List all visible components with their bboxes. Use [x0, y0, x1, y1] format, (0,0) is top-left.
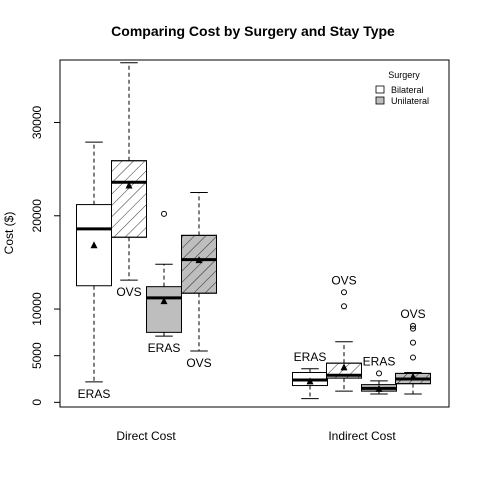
box-label: OVS [116, 285, 141, 299]
outlier-point [341, 303, 347, 310]
outlier-point [161, 210, 167, 217]
outlier-point [410, 339, 416, 346]
mean-marker [409, 372, 417, 380]
legend-title: Surgery [388, 70, 420, 80]
box-body [76, 204, 112, 287]
outlier-point [410, 322, 416, 329]
outlier-point [410, 325, 416, 332]
y-tick-label: 10000 [30, 292, 44, 326]
box-label: OVS [331, 273, 356, 287]
mean-marker [125, 181, 133, 189]
mean-marker [340, 363, 348, 371]
y-axis-label: Cost ($) [2, 212, 16, 255]
box-label: ERAS [78, 387, 111, 401]
box-unilateral-eras-indirect: ERAS [361, 354, 397, 395]
boxes: ERAS OVS ERAS OVS ERAS OVS ERAS OVS [76, 62, 431, 401]
y-axis: 0 5000 10000 20000 30000 [30, 105, 61, 406]
outlier-point [376, 370, 382, 377]
y-tick-label: 30000 [30, 105, 44, 139]
legend-label-unilateral: Unilateral [391, 96, 429, 106]
legend-swatch-bilateral [375, 85, 385, 94]
y-tick-label: 20000 [30, 199, 44, 233]
legend-label-bilateral: Bilateral [391, 85, 424, 95]
box-label: OVS [400, 307, 425, 321]
box-bilateral-ovs-direct: OVS [111, 62, 147, 299]
y-tick-label: 0 [30, 399, 44, 406]
box-bilateral-eras-direct: ERAS [76, 141, 112, 401]
outlier-point [410, 354, 416, 361]
box-bilateral-eras-indirect: ERAS [292, 350, 328, 400]
box-bilateral-ovs-indirect: OVS [326, 273, 362, 392]
box-label: ERAS [363, 354, 396, 368]
outlier-point [341, 289, 347, 296]
mean-marker [160, 297, 168, 305]
y-tick-label: 5000 [30, 342, 44, 369]
box-unilateral-ovs-indirect: OVS [395, 307, 431, 395]
x-group-label-direct: Direct Cost [116, 429, 176, 443]
chart-title: Comparing Cost by Surgery and Stay Type [111, 23, 395, 39]
box-hatch [111, 160, 147, 238]
legend-swatch-unilateral [375, 96, 385, 105]
mean-marker [306, 377, 314, 385]
mean-marker [375, 384, 383, 392]
mean-marker [90, 241, 98, 249]
box-unilateral-eras-direct: ERAS [146, 210, 182, 355]
mean-marker [195, 256, 203, 264]
box-hatch [181, 234, 217, 294]
box-label: ERAS [148, 341, 181, 355]
legend: Surgery Bilateral Unilateral [375, 70, 429, 106]
box-label: OVS [186, 356, 211, 370]
box-body [146, 286, 182, 333]
box-unilateral-ovs-direct: OVS [181, 191, 217, 370]
box-label: ERAS [294, 350, 327, 364]
x-group-label-indirect: Indirect Cost [328, 429, 396, 443]
